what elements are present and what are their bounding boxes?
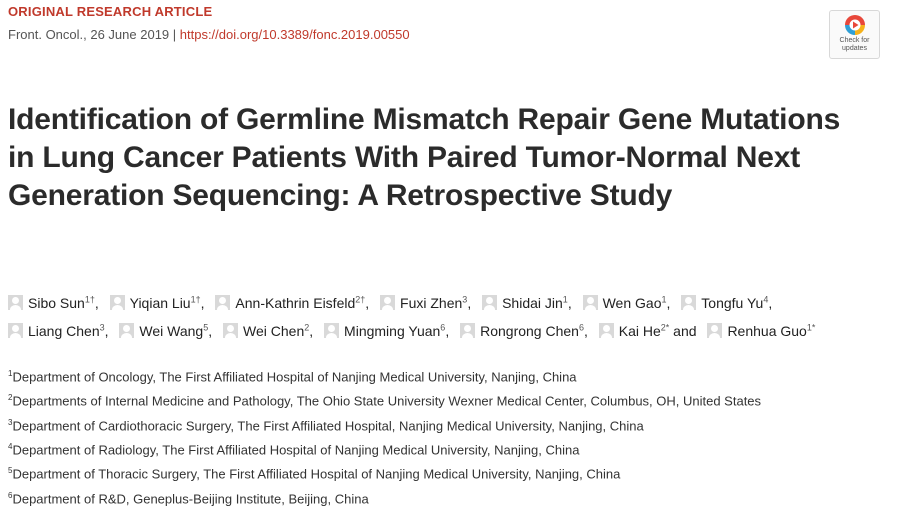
author[interactable]: Ann-Kathrin Eisfeld2†,: [215, 294, 376, 311]
author-affiliation-marker: 1: [661, 294, 667, 304]
author-name[interactable]: Wei Wang: [139, 323, 204, 340]
affiliation: 5Department of Thoracic Surgery, The Fir…: [8, 460, 888, 484]
check-for-updates-badge[interactable]: Check for updates: [829, 10, 880, 59]
author-name[interactable]: Tongfu Yu: [701, 294, 764, 311]
author-separator: and: [669, 323, 697, 340]
author-affiliation-marker: 3: [99, 322, 105, 333]
author-avatar-icon: [324, 323, 340, 339]
affiliation-number: 3: [8, 417, 13, 427]
author-avatar-icon: [707, 323, 723, 339]
author-separator: ,: [467, 294, 472, 311]
author-name[interactable]: Wen Gao: [602, 294, 662, 311]
author-name[interactable]: Ann-Kathrin Eisfeld: [235, 294, 356, 311]
doi-link[interactable]: https://doi.org/10.3389/fonc.2019.00550: [179, 27, 410, 42]
author-separator: ,: [583, 323, 588, 340]
affiliation-number: 1: [8, 369, 13, 378]
author-affiliation-marker: 2*: [660, 322, 670, 333]
affiliation: 1Department of Oncology, The First Affil…: [8, 363, 888, 387]
affiliation: 2Departments of Internal Medicine and Pa…: [8, 387, 888, 411]
author-affiliation-marker: 5: [203, 322, 209, 333]
author-name[interactable]: Renhua Guo: [727, 323, 807, 340]
author[interactable]: Wei Wang5,: [119, 323, 219, 339]
author-avatar-icon: [8, 323, 23, 339]
author-affiliation-marker: 1†: [84, 294, 95, 304]
author-avatar-icon: [8, 294, 23, 310]
author[interactable]: Rongrong Chen6,: [460, 323, 595, 339]
author-avatar-icon: [598, 323, 614, 339]
author[interactable]: Renhua Guo1*: [707, 323, 822, 339]
article-meta: Front. Oncol., 26 June 2019 | https://do…: [8, 27, 410, 42]
author[interactable]: Sibo Sun1†,: [8, 294, 106, 311]
author[interactable]: Yiqian Liu1†,: [109, 294, 212, 311]
article-type: ORIGINAL RESEARCH ARTICLE: [8, 4, 213, 19]
author-affiliation-marker: 1*: [806, 322, 816, 333]
author-avatar-icon: [223, 323, 239, 339]
check-for-updates-label: Check for updates: [839, 37, 870, 52]
author-separator: ,: [104, 323, 109, 340]
affiliation: 6Department of R&D, Geneplus-Beijing Ins…: [8, 485, 888, 509]
affiliation-text: Department of Cardiothoracic Surgery, Th…: [12, 417, 644, 433]
author-name[interactable]: Shidai Jin: [502, 294, 563, 311]
author-affiliation-marker: 2: [304, 322, 310, 333]
author-separator: ,: [445, 323, 450, 340]
author-affiliation-marker: 1†: [190, 294, 201, 304]
author-affiliation-marker: 3: [462, 294, 468, 304]
author-affiliation-marker: 2†: [355, 294, 366, 304]
author-separator: ,: [567, 294, 572, 311]
author-avatar-icon: [482, 294, 498, 310]
author[interactable]: Shidai Jin1,: [482, 294, 579, 311]
author-separator: ,: [208, 323, 213, 340]
author-separator: ,: [200, 294, 205, 311]
author-avatar-icon: [460, 323, 476, 339]
author-name[interactable]: Wei Chen: [243, 323, 305, 340]
article-title: Identification of Germline Mismatch Repa…: [8, 103, 841, 212]
journal-date: Front. Oncol., 26 June 2019: [8, 27, 170, 42]
author[interactable]: Fuxi Zhen3,: [380, 294, 478, 311]
author-separator: ,: [94, 294, 99, 311]
affiliation-text: Departments of Internal Medicine and Pat…: [12, 393, 762, 409]
affiliation-number: 4: [8, 441, 13, 451]
author-affiliation-marker: 6: [578, 322, 584, 333]
author-affiliation-marker: 6: [440, 322, 446, 333]
author-list: Sibo Sun1†, Yiqian Liu1†, Ann-Kathrin Ei…: [8, 287, 888, 344]
author[interactable]: Wei Chen2,: [223, 323, 320, 339]
author-name[interactable]: Rongrong Chen: [480, 323, 579, 340]
author[interactable]: Tongfu Yu4,: [681, 294, 779, 311]
author-name[interactable]: Fuxi Zhen: [400, 294, 463, 311]
author-separator: ,: [309, 323, 314, 340]
check-for-updates-icon: [844, 15, 865, 35]
author-avatar-icon: [380, 294, 396, 310]
affiliation-text: Department of Oncology, The First Affili…: [12, 369, 577, 385]
author-avatar-icon: [215, 294, 231, 310]
author-affiliation-marker: 1: [562, 294, 568, 304]
author[interactable]: Mingming Yuan6,: [324, 323, 456, 339]
author[interactable]: Wen Gao1,: [582, 294, 678, 311]
author[interactable]: Liang Chen3,: [8, 323, 116, 339]
affiliation-text: Department of Thoracic Surgery, The Firs…: [12, 466, 621, 482]
author-name[interactable]: Yiqian Liu: [129, 294, 191, 311]
meta-separator: |: [169, 27, 180, 42]
affiliation-number: 5: [8, 466, 13, 476]
author-affiliation-marker: 4: [763, 294, 769, 304]
affiliation-number: 2: [8, 393, 13, 403]
author-avatar-icon: [119, 323, 135, 339]
author-name[interactable]: Kai He: [618, 323, 661, 340]
affiliation-list: 1Department of Oncology, The First Affil…: [8, 363, 888, 509]
author[interactable]: Kai He2* and: [598, 322, 704, 340]
affiliation: 3Department of Cardiothoracic Surgery, T…: [8, 412, 888, 436]
author-avatar-icon: [582, 294, 598, 310]
affiliation: 4Department of Radiology, The First Affi…: [8, 436, 888, 460]
affiliation-text: Department of Radiology, The First Affil…: [12, 442, 580, 458]
author-avatar-icon: [681, 294, 697, 310]
author-separator: ,: [768, 294, 773, 311]
author-avatar-icon: [109, 294, 125, 310]
author-name[interactable]: Mingming Yuan: [344, 323, 441, 340]
author-separator: ,: [666, 294, 671, 311]
author-separator: ,: [365, 294, 370, 311]
affiliation-text: Department of R&D, Geneplus-Beijing Inst…: [12, 490, 369, 506]
author-name[interactable]: Liang Chen: [28, 323, 100, 340]
author-name[interactable]: Sibo Sun: [28, 294, 85, 311]
